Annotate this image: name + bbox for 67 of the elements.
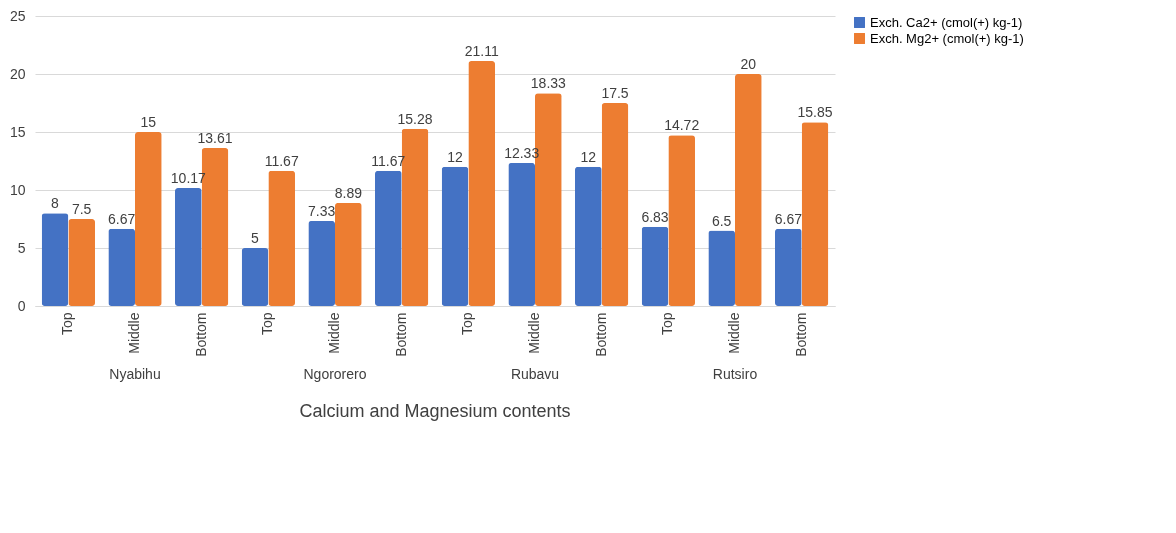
x-tick-label: Top bbox=[259, 312, 276, 336]
legend-label: Exch. Ca2+ (cmol(+) kg-1) bbox=[870, 14, 1023, 30]
bar bbox=[735, 74, 762, 306]
y-tick-label: 10 bbox=[9, 181, 26, 198]
data-label: 20 bbox=[740, 56, 757, 72]
data-label: 15.28 bbox=[397, 110, 433, 127]
data-label: 6.83 bbox=[641, 208, 669, 225]
data-label: 11.67 bbox=[264, 152, 299, 169]
data-label: 6.5 bbox=[711, 212, 732, 229]
bar bbox=[175, 188, 202, 306]
data-label: 17.5 bbox=[601, 85, 629, 101]
y-tick-label: 20 bbox=[9, 65, 26, 82]
bar bbox=[641, 226, 669, 306]
data-label: 12 bbox=[580, 148, 597, 165]
x-tick-label: Middle bbox=[326, 312, 342, 354]
y-tick-label: 5 bbox=[17, 239, 26, 256]
x-tick-label: Top bbox=[459, 312, 476, 336]
data-label: 5 bbox=[251, 230, 260, 246]
data-label: 12 bbox=[447, 148, 463, 165]
data-label: 14.72 bbox=[664, 117, 700, 134]
bar bbox=[308, 220, 335, 306]
x-tick-label: Bottom bbox=[392, 312, 409, 357]
bar bbox=[775, 228, 802, 306]
data-label: 6.67 bbox=[108, 210, 136, 227]
x-tick-label: Bottom bbox=[792, 312, 809, 357]
data-label: 7.33 bbox=[308, 202, 336, 219]
data-label: 8.89 bbox=[334, 184, 363, 201]
bar bbox=[601, 103, 629, 306]
bar bbox=[708, 230, 735, 306]
bar bbox=[441, 166, 469, 306]
x-tick-label: Middle bbox=[126, 312, 142, 354]
bar bbox=[241, 248, 269, 306]
bar bbox=[508, 162, 535, 306]
x-tick-label: Bottom bbox=[192, 312, 209, 357]
y-tick-label: 15 bbox=[9, 123, 26, 140]
bar bbox=[668, 135, 695, 306]
x-axis-title: Calcium and Magnesium contents bbox=[299, 401, 571, 421]
legend-label: Exch. Mg2+ (cmol(+) kg-1) bbox=[870, 30, 1024, 46]
data-label: 18.33 bbox=[530, 75, 567, 92]
x-tick-label: Middle bbox=[526, 312, 542, 354]
bar bbox=[135, 132, 162, 306]
data-label: 15.85 bbox=[797, 104, 833, 121]
text: Rubavu bbox=[510, 366, 560, 382]
bar bbox=[801, 122, 829, 306]
data-label: 15 bbox=[140, 114, 157, 130]
y-tick-label: 25 bbox=[9, 7, 26, 24]
bar bbox=[575, 166, 602, 306]
data-label: 6.67 bbox=[774, 210, 803, 227]
bar bbox=[468, 61, 495, 306]
bar bbox=[335, 202, 362, 306]
x-tick-label: Middle bbox=[726, 312, 742, 354]
data-label: 8 bbox=[51, 195, 60, 212]
bar bbox=[108, 228, 135, 306]
x-tick-label: Top bbox=[659, 312, 676, 336]
data-label: 21.11 bbox=[464, 43, 499, 60]
bar bbox=[268, 170, 295, 306]
data-label: 13.61 bbox=[197, 130, 233, 147]
bar bbox=[68, 219, 95, 306]
data-label: 7.5 bbox=[71, 201, 92, 217]
text: Ngororero bbox=[303, 366, 367, 382]
text: Nyabihu bbox=[109, 366, 161, 382]
bar bbox=[41, 213, 69, 306]
text: Rutsiro bbox=[712, 366, 758, 382]
bar bbox=[375, 170, 402, 306]
x-tick-label: Top bbox=[59, 312, 76, 336]
y-tick-label: 0 bbox=[17, 297, 26, 314]
x-tick-label: Bottom bbox=[592, 312, 609, 357]
